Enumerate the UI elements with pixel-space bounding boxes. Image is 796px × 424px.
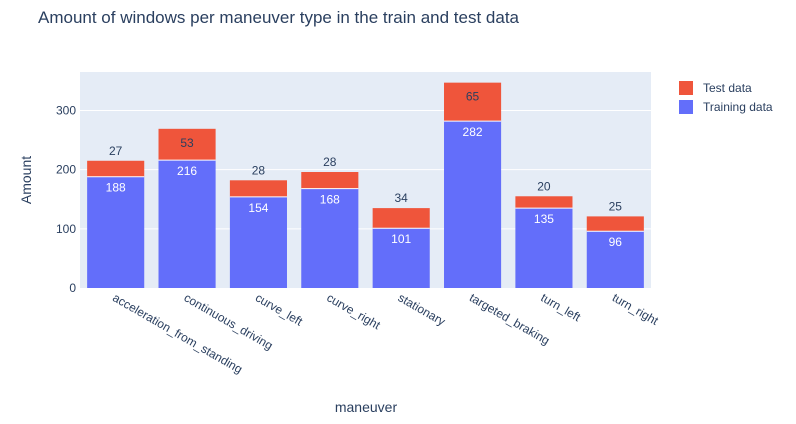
y-tick-label: 0 xyxy=(69,281,76,295)
bar-test-acceleration_from_standing xyxy=(87,160,145,177)
bar-training-curve_right xyxy=(301,188,359,288)
y-axis-title: Amount xyxy=(18,156,34,204)
bar-test-curve_right xyxy=(301,172,359,189)
bar-training-targeted_braking xyxy=(444,121,502,289)
x-tick-label: curve_right xyxy=(324,290,383,332)
bar-label-training: 154 xyxy=(248,201,268,215)
bar-label-test: 53 xyxy=(180,136,194,150)
legend: Test data Training data xyxy=(679,81,773,114)
x-tick-label: turn_left xyxy=(538,290,583,324)
x-axis-title: maneuver xyxy=(335,399,398,415)
bar-label-test: 65 xyxy=(466,90,480,104)
bar-label-test: 27 xyxy=(109,144,123,158)
bar-label-test: 28 xyxy=(252,163,266,177)
bars xyxy=(87,82,644,289)
legend-swatch xyxy=(679,100,693,114)
bar-test-stationary xyxy=(372,208,430,229)
bar-label-test: 25 xyxy=(609,199,623,213)
bar-label-training: 282 xyxy=(463,125,483,139)
bar-training-turn_left xyxy=(515,208,573,288)
bar-label-test: 28 xyxy=(323,155,337,169)
y-tick-label: 200 xyxy=(56,163,76,177)
x-tick-label: targeted_braking xyxy=(467,290,552,347)
bar-label-training: 135 xyxy=(534,212,554,226)
x-axis-ticks: acceleration_from_standingcontinuous_dri… xyxy=(110,290,661,376)
bar-test-turn_left xyxy=(515,196,573,209)
bar-training-continuous_driving xyxy=(158,160,216,288)
bar-test-continuous_driving xyxy=(158,128,216,161)
bar-training-curve_left xyxy=(229,196,287,288)
bar-label-test: 34 xyxy=(395,191,409,205)
legend-label: Training data xyxy=(703,100,773,114)
chart-title: Amount of windows per maneuver type in t… xyxy=(38,8,520,27)
bar-label-training: 188 xyxy=(106,181,126,195)
bar-training-turn_right xyxy=(586,231,644,288)
y-tick-label: 300 xyxy=(56,103,76,117)
bar-training-acceleration_from_standing xyxy=(87,176,145,288)
bar-test-turn_right xyxy=(586,216,644,232)
legend-label: Test data xyxy=(703,81,752,95)
bar-label-training: 168 xyxy=(320,193,340,207)
x-tick-label: turn_right xyxy=(610,290,661,328)
bar-test-curve_left xyxy=(229,180,287,197)
bar-labels: 188 27 216 53 154 28 168 28 101 34 282 65 135 20 96 25 xyxy=(106,90,623,250)
bar-label-training: 96 xyxy=(609,235,623,249)
bar-label-training: 101 xyxy=(391,232,411,246)
x-tick-label: acceleration_from_standing xyxy=(110,290,245,376)
bar-test-targeted_braking xyxy=(444,82,502,122)
y-axis-ticks: 0 100 200 300 xyxy=(56,103,76,295)
x-tick-label: stationary xyxy=(396,290,448,328)
bar-label-training: 216 xyxy=(177,164,197,178)
x-tick-label: curve_left xyxy=(253,290,306,328)
bar-training-stationary xyxy=(372,228,430,288)
y-tick-label: 100 xyxy=(56,222,76,236)
legend-swatch xyxy=(679,81,693,95)
bar-label-test: 20 xyxy=(537,179,551,193)
